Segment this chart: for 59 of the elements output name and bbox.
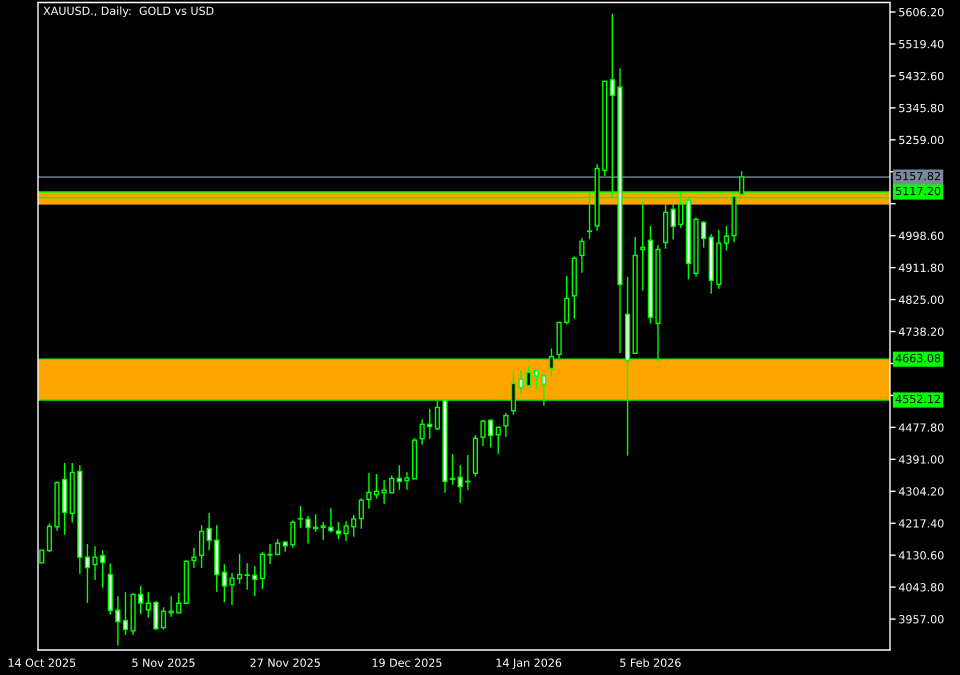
candlestick [62,462,68,536]
candlestick [640,200,646,292]
candlestick [252,565,258,597]
ref-line-label: 5157.82 [896,172,940,180]
y-tick-label: 5519.40 [899,40,944,48]
x-tick-label: 27 Nov 2025 [250,658,320,667]
y-tick-label: 4738.20 [898,327,944,336]
candlestick [396,464,402,491]
y-tick-label: 4477.80 [898,423,944,432]
ref-line-label: 5117.20 [896,186,940,196]
y-tick-label: 5606.20 [899,8,944,16]
candlestick [222,564,227,603]
y-tick-label: 3957.00 [899,615,944,624]
candlestick [313,513,318,533]
y-tick-label: 4217.40 [898,519,944,528]
candlestick [366,472,372,510]
candlestick [662,202,668,250]
candlestick [458,464,463,504]
x-tick-label: 5 Feb 2026 [620,658,681,667]
candlestick [382,479,387,505]
y-tick-label: 4998.60 [898,232,944,240]
ref-line-label: 4552.12 [896,394,940,404]
candlestick [206,512,212,551]
ref-line-label: 4663.08 [896,354,940,362]
candlestick [716,229,722,290]
x-tick-label: 5 Nov 2025 [132,658,195,667]
candlestick [648,225,653,324]
candlestick [420,418,425,446]
candlestick [427,408,432,440]
candlestick [351,514,356,538]
candlestick [138,585,144,615]
candlestick [176,592,182,614]
candlestick [465,454,470,491]
y-tick-label: 4391.00 [898,455,944,464]
y-tick-label: 4130.60 [898,551,944,560]
candlestick [168,596,174,618]
y-tick-label: 5345.80 [899,104,944,112]
candlestick [70,462,75,524]
candlestick [84,543,90,604]
y-tick-label: 4043.80 [898,583,944,592]
y-tick-label: 5259.00 [899,136,944,144]
y-tick-label: 4911.80 [898,264,944,272]
candlestick [214,524,220,593]
x-tick-label: 19 Dec 2025 [372,658,442,667]
y-tick-label: 4825.00 [898,296,944,304]
y-tick-label: 5432.60 [899,72,944,80]
candlestick [244,562,250,590]
candlestick [92,546,98,581]
candlestick [320,521,326,541]
candlestick [670,204,676,240]
candlestick [146,592,151,618]
candlestick [115,596,120,646]
candlestick [77,464,82,574]
x-tick-label: 14 Oct 2025 [8,658,76,667]
x-tick-label: 14 Jan 2026 [496,658,562,669]
candlestick [100,550,106,588]
candlestick [343,520,349,542]
y-tick-label: 4304.20 [898,487,944,496]
chart-title: XAUUSD., Daily: GOLD vs USD [43,6,214,18]
